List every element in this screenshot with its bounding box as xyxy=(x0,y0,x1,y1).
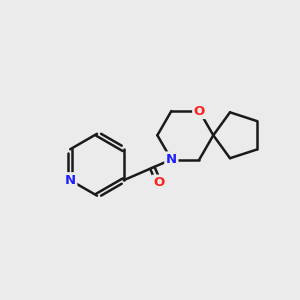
Text: N: N xyxy=(166,153,177,166)
Text: O: O xyxy=(194,105,205,118)
Text: O: O xyxy=(153,176,164,189)
Text: N: N xyxy=(65,174,76,187)
